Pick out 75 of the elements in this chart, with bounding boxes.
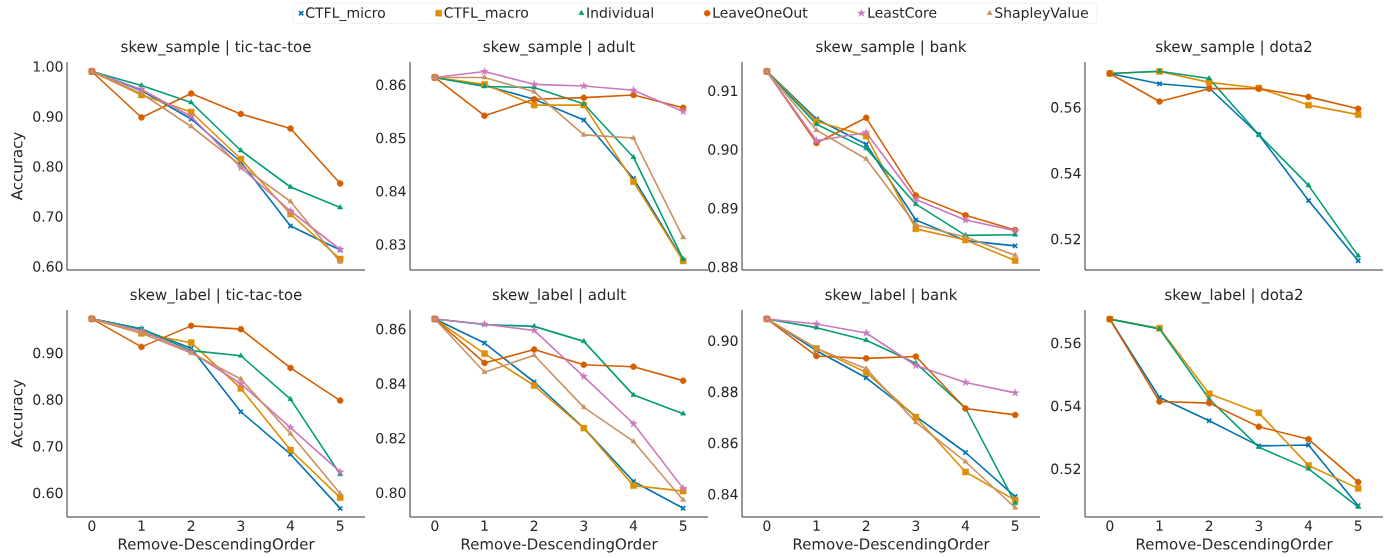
y-tick-label: 0.88 (708, 261, 738, 273)
chart-title: skew_label | bank (825, 288, 958, 304)
y-axis-title: Accuracy (11, 132, 26, 201)
chart-title: skew_sample | adult (483, 40, 635, 56)
y-tick-label: 0.54 (1051, 400, 1081, 412)
y-tick-label: 0.52 (1051, 463, 1081, 475)
y-tick-label: 0.54 (1051, 167, 1081, 179)
x-tick-label: 4 (629, 520, 638, 531)
x-axis-title: Remove-DescendingOrder (1136, 538, 1333, 553)
y-tick-label: 0.89 (708, 203, 738, 214)
y-tick-label: 0.90 (708, 144, 738, 155)
y-tick-label: 0.84 (708, 488, 738, 500)
y-tick-label: 0.85 (376, 132, 406, 144)
x-tick-label: 4 (1304, 520, 1313, 531)
x-tick-label: 2 (530, 520, 538, 531)
x-tick-label: 5 (679, 520, 687, 531)
x-tick-label: 0 (763, 520, 771, 532)
x-tick-label: 0 (431, 520, 439, 532)
x-axis-title: Remove-DescendingOrder (793, 538, 990, 553)
x-axis-title: Remove-DescendingOrder (461, 538, 658, 553)
chart-title: skew_label | adult (492, 288, 626, 304)
x-axis-title: Remove-DescendingOrder (118, 538, 315, 553)
chart-title: skew_sample | tic-tac-toe (121, 40, 311, 56)
chart-title: skew_label | tic-tac-toe (130, 288, 302, 304)
chart-title: skew_label | dota2 (1165, 288, 1303, 304)
x-tick-label: 1 (813, 520, 820, 531)
y-tick-label: 0.80 (33, 394, 63, 405)
legend-label: CTFL_macro (444, 7, 529, 21)
x-tick-label: 3 (1255, 520, 1263, 532)
y-tick-label: 0.84 (376, 378, 406, 389)
y-tick-label: 0.60 (33, 261, 63, 272)
legend-label: CTFL_micro (306, 7, 385, 22)
y-tick-label: 0.60 (33, 487, 63, 499)
x-tick-label: 5 (336, 520, 344, 531)
y-axis-title: Accuracy (11, 379, 26, 448)
legend-label: Individual (587, 7, 653, 18)
x-tick-label: 5 (1011, 520, 1019, 531)
legend-label: LeastCore (868, 7, 937, 18)
y-tick-label: 0.56 (1051, 102, 1081, 113)
x-tick-label: 0 (1106, 520, 1114, 532)
x-tick-label: 2 (862, 520, 870, 531)
x-tick-label: 4 (286, 520, 295, 531)
chart-title: skew_sample | dota2 (1156, 40, 1312, 56)
y-tick-label: 0.70 (33, 211, 63, 222)
x-tick-label: 4 (961, 520, 970, 531)
legend-label: ShapleyValue (995, 7, 1089, 21)
y-tick-label: 0.80 (33, 161, 63, 172)
y-tick-label: 0.90 (33, 111, 63, 122)
x-tick-label: 0 (88, 520, 96, 532)
chart-title: skew_sample | bank (816, 40, 967, 56)
y-tick-label: 0.90 (708, 335, 738, 346)
y-tick-label: 0.86 (376, 323, 406, 335)
legend-label: LeaveOneOut (713, 7, 808, 18)
y-tick-label: 0.56 (1051, 337, 1081, 349)
y-tick-label: 0.86 (708, 437, 738, 449)
y-tick-label: 0.80 (376, 487, 406, 499)
y-tick-label: 0.91 (708, 85, 738, 97)
y-tick-label: 0.82 (376, 432, 406, 444)
y-tick-label: 0.70 (33, 440, 63, 452)
y-tick-label: 1.00 (33, 61, 63, 72)
y-tick-label: 0.83 (376, 239, 406, 250)
y-tick-label: 0.86 (376, 79, 406, 91)
y-tick-label: 0.90 (33, 347, 63, 359)
x-tick-label: 1 (1156, 520, 1163, 531)
x-tick-label: 5 (1354, 520, 1362, 531)
x-tick-label: 3 (580, 520, 588, 532)
y-tick-label: 0.52 (1051, 233, 1081, 245)
x-tick-label: 1 (481, 520, 488, 531)
y-tick-label: 0.84 (376, 185, 406, 197)
x-tick-label: 1 (138, 520, 145, 531)
x-tick-label: 3 (912, 520, 920, 532)
x-tick-label: 2 (1205, 520, 1213, 531)
y-tick-label: 0.88 (708, 386, 738, 398)
x-tick-label: 2 (187, 520, 195, 531)
x-tick-label: 3 (237, 520, 245, 532)
